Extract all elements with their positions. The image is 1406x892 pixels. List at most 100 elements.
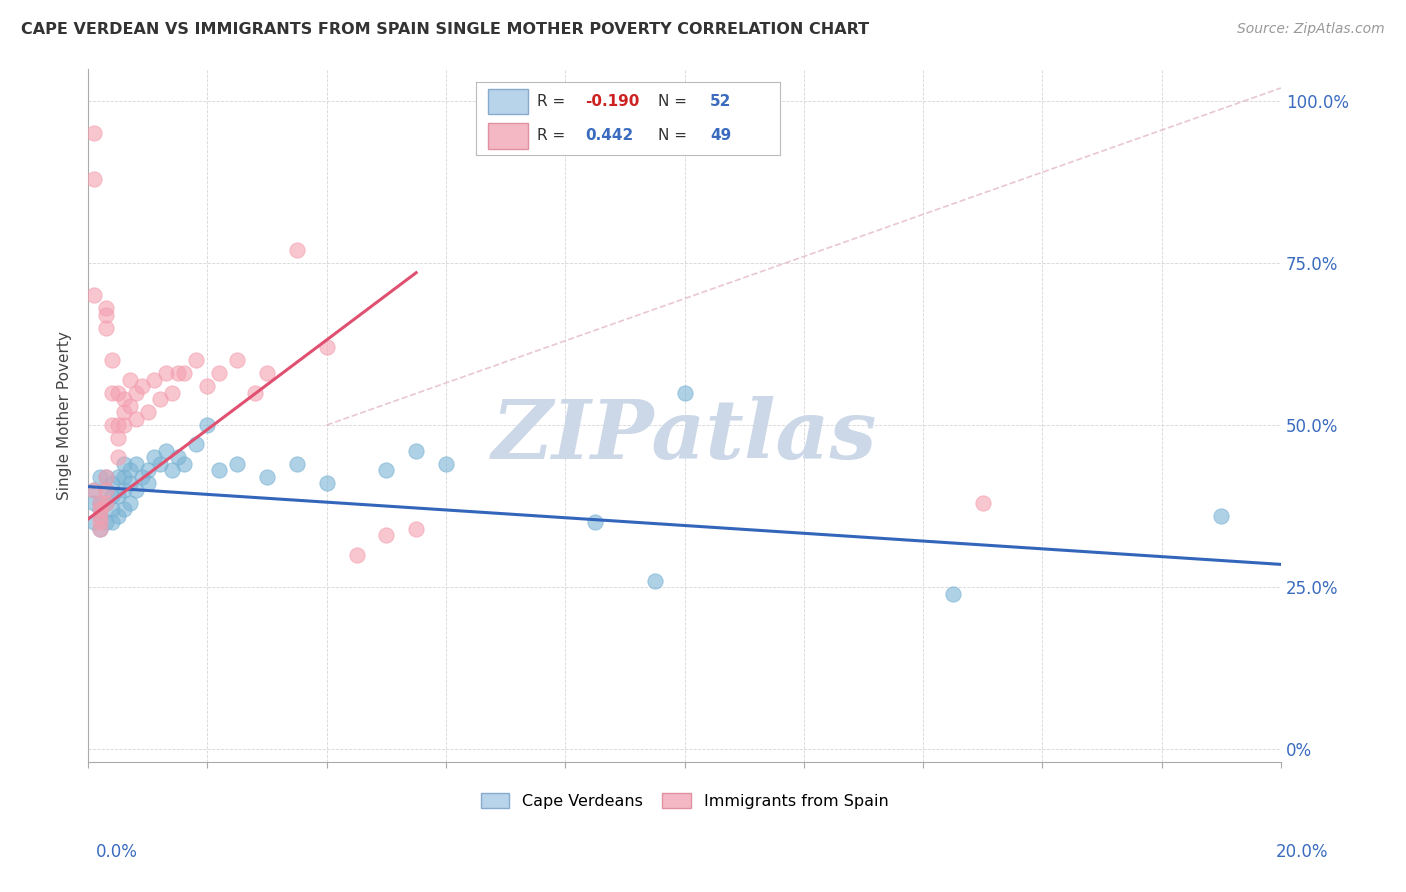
Point [83, 483, 105, 497]
Point [89, 502, 111, 516]
Point [107, 450, 129, 465]
Point [125, 385, 148, 400]
Point [149, 457, 172, 471]
Point [83, 496, 105, 510]
Point [644, 574, 666, 588]
Text: Source: ZipAtlas.com: Source: ZipAtlas.com [1237, 22, 1385, 37]
Point [94, 320, 117, 334]
Point [375, 463, 398, 477]
Point [89, 508, 111, 523]
Point [107, 385, 129, 400]
Point [315, 476, 337, 491]
Point [197, 379, 219, 393]
Point [256, 366, 278, 380]
Point [101, 516, 124, 530]
Point [83, 288, 105, 302]
Point [285, 457, 308, 471]
Legend: Cape Verdeans, Immigrants from Spain: Cape Verdeans, Immigrants from Spain [474, 786, 894, 815]
Point [101, 489, 124, 503]
Point [285, 243, 308, 257]
Point [94, 516, 117, 530]
Point [125, 411, 148, 425]
Point [131, 379, 153, 393]
Text: 20.0%: 20.0% [1277, 843, 1329, 861]
Point [173, 457, 195, 471]
Point [94, 483, 117, 497]
Point [583, 516, 606, 530]
Point [155, 366, 177, 380]
Point [131, 470, 153, 484]
Point [149, 392, 172, 406]
Point [112, 392, 135, 406]
Point [173, 366, 195, 380]
Point [142, 373, 165, 387]
Point [94, 301, 117, 316]
Point [107, 417, 129, 432]
Point [405, 444, 427, 458]
Point [118, 399, 141, 413]
Point [83, 516, 105, 530]
Point [125, 457, 148, 471]
Point [112, 483, 135, 497]
Point [184, 437, 207, 451]
Point [136, 476, 159, 491]
Point [101, 502, 124, 516]
Point [118, 496, 141, 510]
Point [94, 308, 117, 322]
Point [112, 502, 135, 516]
Point [125, 483, 148, 497]
Point [94, 496, 117, 510]
Point [434, 457, 457, 471]
Point [972, 496, 994, 510]
Point [101, 385, 124, 400]
Point [89, 508, 111, 523]
Point [346, 548, 368, 562]
Text: CAPE VERDEAN VS IMMIGRANTS FROM SPAIN SINGLE MOTHER POVERTY CORRELATION CHART: CAPE VERDEAN VS IMMIGRANTS FROM SPAIN SI… [21, 22, 869, 37]
Text: 0.0%: 0.0% [96, 843, 138, 861]
Point [142, 450, 165, 465]
Point [208, 463, 231, 477]
Point [197, 417, 219, 432]
Y-axis label: Single Mother Poverty: Single Mother Poverty [58, 331, 72, 500]
Point [107, 431, 129, 445]
Point [405, 522, 427, 536]
Point [118, 373, 141, 387]
Point [94, 470, 117, 484]
Point [83, 126, 105, 140]
Point [118, 476, 141, 491]
Point [942, 586, 965, 600]
Point [101, 417, 124, 432]
Point [89, 502, 111, 516]
Point [155, 444, 177, 458]
Point [112, 417, 135, 432]
Point [226, 353, 249, 368]
Point [1211, 508, 1233, 523]
Point [94, 483, 117, 497]
Point [107, 508, 129, 523]
Point [89, 522, 111, 536]
Point [226, 457, 249, 471]
Text: ZIPatlas: ZIPatlas [492, 396, 877, 476]
Point [107, 470, 129, 484]
Point [112, 405, 135, 419]
Point [243, 385, 266, 400]
Point [83, 483, 105, 497]
Point [89, 516, 111, 530]
Point [208, 366, 231, 380]
Point [89, 470, 111, 484]
Point [136, 463, 159, 477]
Point [89, 496, 111, 510]
Point [118, 463, 141, 477]
Point [94, 496, 117, 510]
Point [89, 496, 111, 510]
Point [160, 463, 183, 477]
Point [166, 366, 188, 380]
Point [166, 450, 188, 465]
Point [94, 470, 117, 484]
Point [89, 522, 111, 536]
Point [112, 457, 135, 471]
Point [256, 470, 278, 484]
Point [101, 353, 124, 368]
Point [160, 385, 183, 400]
Point [136, 405, 159, 419]
